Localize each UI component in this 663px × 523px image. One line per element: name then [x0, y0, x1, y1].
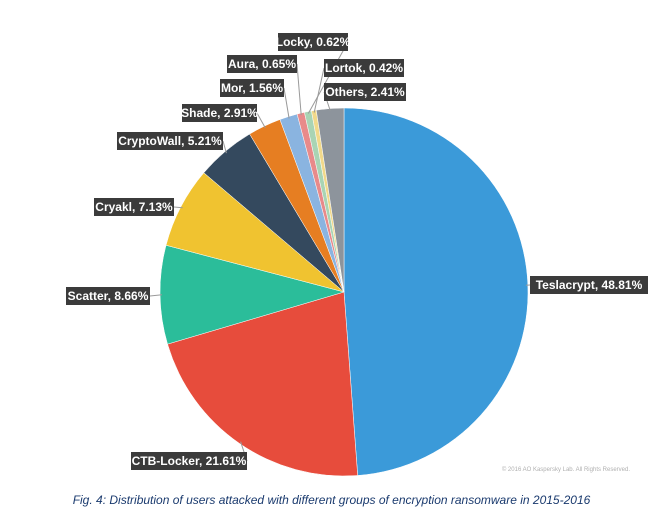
slice-label: Mor, 1.56% — [221, 81, 283, 95]
leader-line — [173, 206, 183, 209]
leader-line — [283, 87, 290, 119]
leader-line — [256, 112, 266, 129]
leader-line — [222, 140, 227, 154]
pie-slice — [343, 107, 529, 476]
leader-line — [313, 67, 325, 113]
slice-label-box — [227, 55, 297, 73]
slice-label-box — [324, 83, 406, 101]
slice-label-box — [278, 33, 348, 51]
slice-label: Shade, 2.91% — [181, 106, 258, 120]
slice-label: CryptoWall, 5.21% — [118, 134, 222, 148]
leader-line — [149, 294, 163, 297]
pie-slice — [315, 107, 345, 293]
slice-label: CTB-Locker, 21.61% — [132, 454, 247, 468]
pie-slices — [159, 107, 529, 477]
slice-label-box — [220, 79, 284, 97]
slice-label-box — [66, 287, 150, 305]
slice-label-box — [324, 59, 404, 77]
slice-label-box — [94, 198, 174, 216]
figure-caption: Fig. 4: Distribution of users attacked w… — [72, 493, 591, 507]
pie-slice — [167, 291, 358, 477]
leader-line — [307, 41, 349, 114]
slice-label: Scatter, 8.66% — [68, 289, 149, 303]
slice-label-box — [131, 452, 247, 470]
slice-label-box — [117, 132, 223, 150]
slice-label: Lortok, 0.42% — [325, 61, 403, 75]
slice-label: Aura, 0.65% — [228, 57, 296, 71]
slice-label: Teslacrypt, 48.81% — [536, 278, 643, 292]
slice-labels: Teslacrypt, 48.81% CTB-Locker, 21.61% Scat… — [66, 33, 648, 470]
slice-label: Cryakl, 7.13% — [95, 200, 173, 214]
copyright-notice: © 2016 AO Kaspersky Lab. All Rights Rese… — [501, 467, 630, 473]
slice-label: Others, 2.41% — [325, 85, 405, 99]
slice-label-box — [182, 104, 257, 122]
leader-lines — [149, 41, 531, 462]
slice-label: Locky, 0.62% — [276, 35, 351, 49]
leader-line — [296, 63, 302, 116]
slice-label-box — [530, 276, 648, 294]
